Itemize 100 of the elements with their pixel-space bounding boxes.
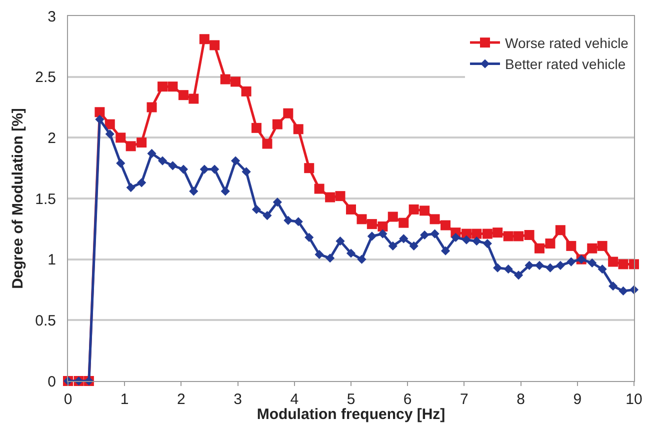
point xyxy=(200,164,209,174)
point xyxy=(366,219,377,230)
point xyxy=(199,34,210,44)
point xyxy=(230,76,241,87)
point xyxy=(367,232,376,241)
point xyxy=(314,250,324,260)
point xyxy=(293,124,304,134)
point xyxy=(378,221,388,232)
point xyxy=(492,228,503,238)
y-axis-title: Degree of Modulation [%] xyxy=(9,108,26,289)
point xyxy=(618,286,628,296)
point xyxy=(188,94,199,104)
point xyxy=(618,259,628,270)
point xyxy=(304,163,314,174)
point xyxy=(357,254,366,264)
x-tick-label: 0 xyxy=(64,391,72,408)
point xyxy=(158,156,168,166)
point xyxy=(482,238,492,248)
point xyxy=(503,231,514,242)
point xyxy=(398,218,409,228)
x-tick-label: 2 xyxy=(177,391,186,408)
x-tick-label: 7 xyxy=(460,391,468,408)
point xyxy=(136,138,147,148)
point xyxy=(94,107,105,118)
point xyxy=(95,114,104,124)
point xyxy=(262,210,272,220)
point xyxy=(524,230,534,240)
point xyxy=(566,257,576,266)
y-tick-label: 1.5 xyxy=(35,190,56,208)
point xyxy=(104,119,115,130)
point xyxy=(472,228,482,239)
point xyxy=(555,225,566,236)
x-tick-label: 4 xyxy=(290,391,299,408)
point xyxy=(556,260,565,270)
point xyxy=(335,191,346,202)
point xyxy=(294,217,303,226)
point xyxy=(272,119,282,130)
point xyxy=(147,148,156,158)
point xyxy=(346,248,356,258)
point xyxy=(168,161,178,170)
point xyxy=(514,231,524,242)
point xyxy=(346,204,356,214)
point xyxy=(534,260,544,270)
point xyxy=(105,129,114,139)
point xyxy=(230,156,240,166)
point xyxy=(251,122,262,133)
x-tick-label: 10 xyxy=(626,391,642,408)
point xyxy=(336,236,345,246)
point xyxy=(629,259,639,270)
y-tick-label: 3 xyxy=(48,8,56,26)
point xyxy=(388,212,398,222)
x-tick-label: 9 xyxy=(573,391,582,408)
point xyxy=(545,238,556,249)
point xyxy=(356,214,367,224)
point xyxy=(126,141,136,152)
point xyxy=(168,82,178,92)
point xyxy=(283,108,294,118)
point xyxy=(440,246,450,256)
y-tick-label: 0.5 xyxy=(35,312,56,330)
point xyxy=(388,241,398,250)
point xyxy=(116,158,126,168)
point xyxy=(598,264,607,274)
point xyxy=(252,204,262,214)
point xyxy=(272,198,282,207)
point xyxy=(430,214,440,224)
point xyxy=(137,178,146,188)
point xyxy=(566,240,576,251)
point xyxy=(472,236,482,246)
point xyxy=(158,82,168,92)
legend-label: Worse rated vehicle xyxy=(505,35,629,52)
x-tick-label: 5 xyxy=(346,391,356,408)
point xyxy=(451,232,460,242)
point xyxy=(420,230,430,240)
y-tick-label: 2 xyxy=(48,130,56,147)
point xyxy=(241,86,252,96)
point xyxy=(116,132,126,143)
point xyxy=(284,216,293,225)
x-tick-label: 3 xyxy=(234,391,242,408)
point xyxy=(178,90,188,100)
point xyxy=(597,240,608,251)
point xyxy=(126,183,136,192)
point xyxy=(210,40,220,50)
point xyxy=(220,74,230,84)
x-tick-label: 1 xyxy=(120,391,129,408)
point xyxy=(504,264,513,274)
point xyxy=(588,258,597,268)
point xyxy=(482,228,492,239)
point xyxy=(189,186,198,196)
x-axis-title: Modulation frequency [Hz] xyxy=(256,406,446,423)
point xyxy=(493,263,502,272)
x-tick-label: 6 xyxy=(403,391,412,408)
point xyxy=(146,102,157,112)
y-tick-label: 0 xyxy=(48,373,56,390)
point xyxy=(546,263,555,272)
point xyxy=(534,243,544,254)
point xyxy=(242,167,251,176)
x-tick-label: 8 xyxy=(516,391,525,408)
point xyxy=(514,270,524,280)
point xyxy=(399,234,408,244)
point xyxy=(587,243,598,254)
